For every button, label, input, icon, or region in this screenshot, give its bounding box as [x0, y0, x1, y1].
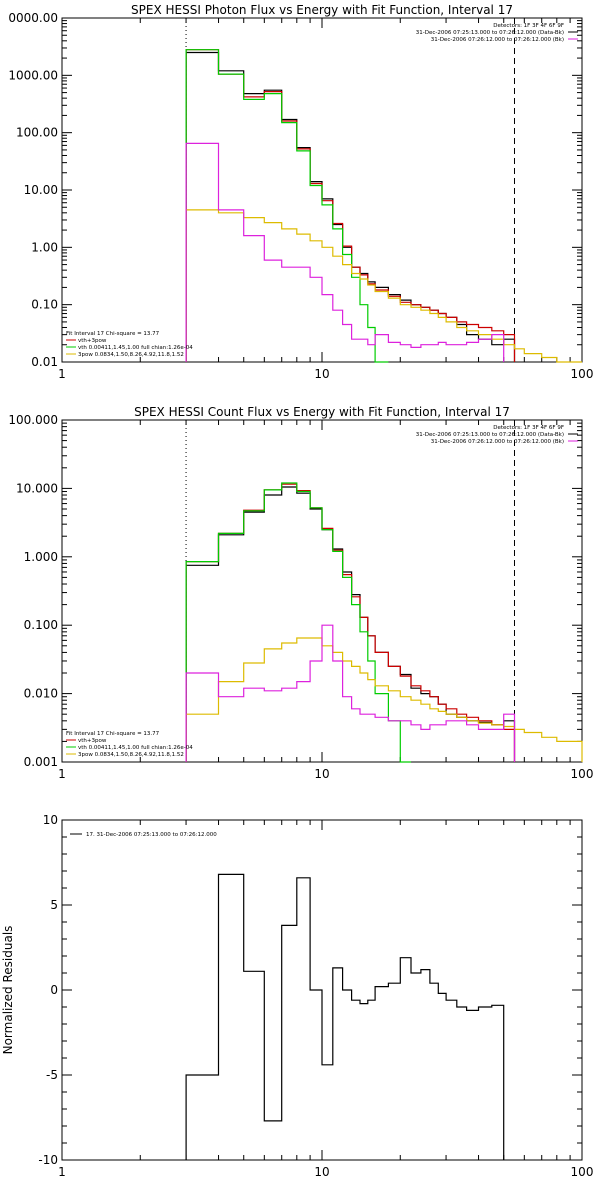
y-tick-label: 0000.00 — [8, 11, 58, 25]
x-tick-label: 100 — [571, 767, 594, 781]
y-axis-ticks — [62, 17, 582, 363]
legend-top-text: 31-Dec-2006 07:26:12.000 to 07:26:12.000… — [431, 37, 564, 43]
plot-frame — [61, 419, 583, 763]
chart-panel-2: SPEX HESSI Count Flux vs Energy with Fit… — [8, 405, 593, 781]
series-line-bk — [185, 142, 505, 362]
chart-panel-1: SPEX HESSI Photon Flux vs Energy with Fi… — [8, 3, 593, 381]
chart-title: SPEX HESSI Count Flux vs Energy with Fit… — [134, 405, 510, 419]
chart-title: SPEX HESSI Photon Flux vs Energy with Fi… — [131, 3, 513, 17]
x-axis-ticks — [61, 420, 583, 762]
y-tick-label: 0.001 — [24, 755, 58, 769]
y-tick-label: 1.000 — [24, 550, 58, 564]
y-tick-label: 0.010 — [24, 687, 58, 701]
x-tick-label: 1 — [58, 767, 66, 781]
y-tick-label: 100.00 — [16, 126, 58, 140]
x-tick-label: 1 — [58, 367, 66, 381]
x-tick-label: 10 — [314, 367, 329, 381]
legend-bottom-text: vth+3pow — [78, 338, 107, 344]
y-tick-label: -5 — [46, 1068, 58, 1082]
y-axis-title: Normalized Residuals — [1, 926, 15, 1055]
legend-bottom-text: vth 0.00411,1.45,1.00 full chian:1.26e-0… — [78, 745, 193, 751]
series-line-vth — [185, 482, 411, 763]
legend-bottom-text: 3pow 0.0834,1.50,8.26,4.92,11.8,1.52 — [78, 352, 184, 358]
legend-bottom-text: Fit Interval 17 Chi-square = 13.77 — [66, 331, 160, 337]
series-line-3pow — [185, 637, 583, 762]
x-axis-ticks — [61, 820, 583, 1160]
series-line-residuals — [185, 873, 505, 1160]
x-tick-label: 1 — [58, 1165, 66, 1179]
y-tick-label: 0.100 — [24, 618, 58, 632]
y-axis-ticks — [62, 819, 582, 1161]
series-line-data-bk — [185, 51, 516, 362]
y-tick-label: 10 — [43, 813, 58, 827]
series-line-bk — [185, 624, 516, 762]
legend-text: 17. 31-Dec-2006 07:25:13.000 to 07:26:12… — [86, 832, 217, 838]
y-axis-ticks — [62, 419, 582, 763]
series-line-3pow — [185, 209, 582, 363]
y-tick-label: 10.00 — [24, 183, 58, 197]
chart-panel-3: 1 10 100 -10 -5 0 5 10 Normalized Residuals 17. 3… — [1, 813, 593, 1179]
series-line-vth — [185, 49, 389, 363]
series-line-vth-3pow — [185, 49, 516, 362]
y-tick-label: 0 — [50, 983, 58, 997]
x-tick-label: 100 — [571, 1165, 594, 1179]
y-tick-label: 10.000 — [16, 481, 58, 495]
legend-top-text: Detectors: 1F 3F 4F 6F 9F — [493, 23, 564, 29]
y-tick-label: 100.000 — [8, 413, 58, 427]
y-tick-label: 0.10 — [31, 298, 58, 312]
legend-top-text: 31-Dec-2006 07:25:13.000 to 07:26:12.000… — [416, 30, 564, 36]
y-tick-label: 1.00 — [31, 240, 58, 254]
y-tick-label: 0.01 — [31, 355, 58, 369]
y-tick-label: -10 — [38, 1153, 58, 1167]
x-axis-ticks — [61, 18, 583, 362]
legend-bottom-text: 3pow 0.0834,1.50,8.26,4.92,11.8,1.52 — [78, 752, 184, 758]
legend-bottom-text: vth 0.00411,1.45,1.00 full chian:1.26e-0… — [78, 345, 193, 351]
legend-top-text: 31-Dec-2006 07:25:13.000 to 07:26:12.000… — [416, 432, 564, 438]
x-tick-label: 100 — [571, 367, 594, 381]
y-tick-label: 5 — [50, 898, 58, 912]
legend-top-text: Detectors: 1F 3F 4F 6F 9F — [493, 425, 564, 431]
x-tick-label: 10 — [314, 767, 329, 781]
legend-bottom-text: Fit Interval 17 Chi-square = 13.77 — [66, 731, 160, 737]
x-tick-label: 10 — [314, 1165, 329, 1179]
legend-bottom-text: vth+3pow — [78, 738, 107, 744]
y-tick-label: 1000.00 — [8, 68, 58, 82]
legend-top-text: 31-Dec-2006 07:26:12.000 to 07:26:12.000… — [431, 439, 564, 445]
